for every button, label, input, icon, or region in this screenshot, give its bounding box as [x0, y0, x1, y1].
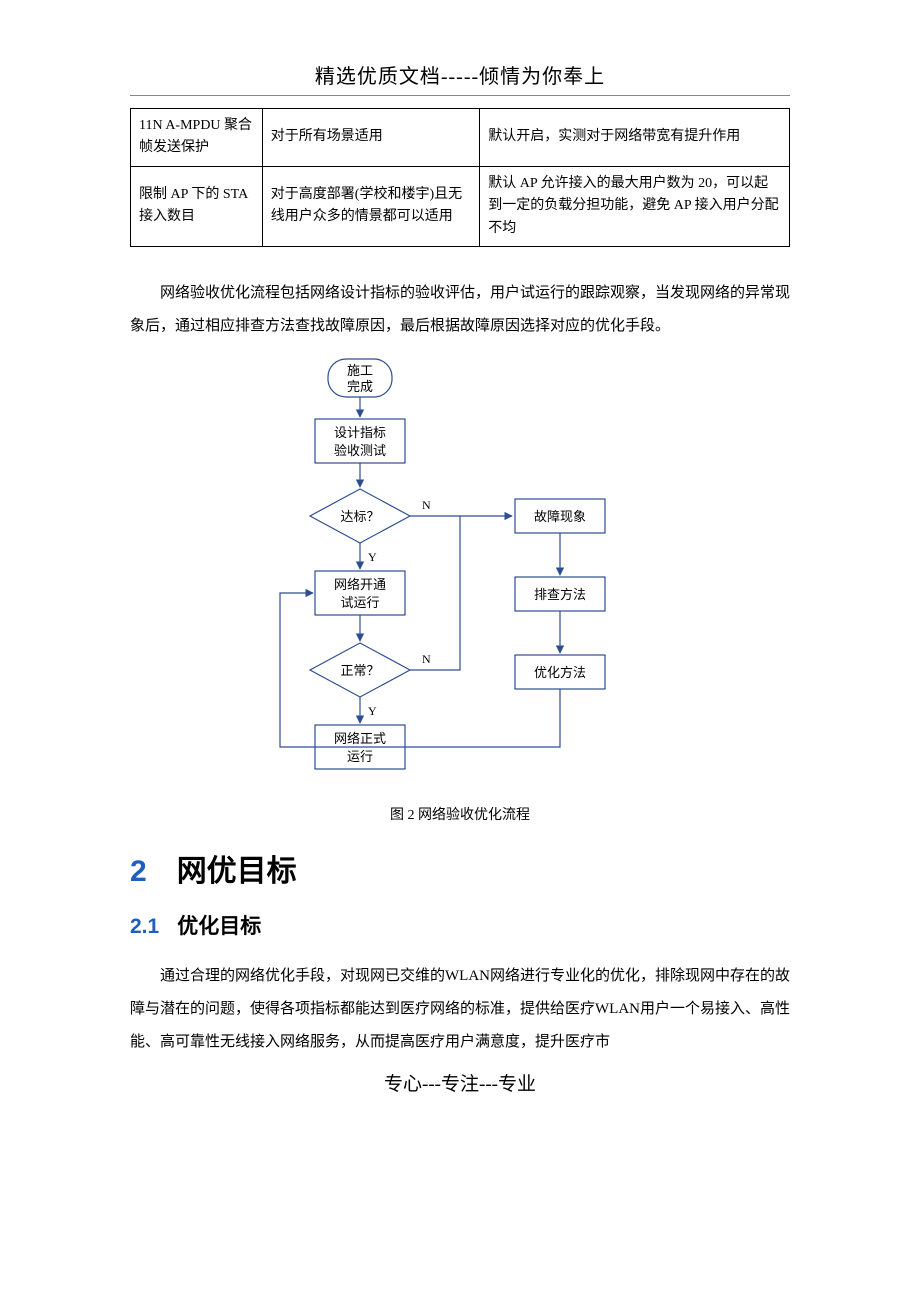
figure-caption: 图 2 网络验收优化流程	[130, 804, 790, 824]
node-run-label2: 运行	[347, 749, 373, 764]
flowchart-figure: 施工 完成 设计指标 验收测试 达标？ N Y 网络开通 试运行	[130, 353, 790, 798]
heading-2-number: 2.1	[130, 915, 159, 938]
page-container: 精选优质文档-----倾情为你奉上 11N A-MPDU 聚合帧发送保护 对于所…	[0, 0, 920, 1116]
node-verify-label2: 验收测试	[334, 443, 386, 458]
page-header: 精选优质文档-----倾情为你奉上	[130, 60, 790, 96]
edge-label-yes2: Y	[368, 704, 377, 718]
cell-scenario: 对于高度部署(学校和楼宇)且无线用户众多的情景都可以适用	[262, 166, 479, 246]
cell-scenario: 对于所有场景适用	[262, 109, 479, 167]
heading-2-text: 优化目标	[177, 915, 261, 938]
node-verify-label1: 设计指标	[334, 425, 386, 440]
edge-ok-no	[410, 516, 460, 670]
goal-paragraph: 通过合理的网络优化手段，对现网已交维的WLAN网络进行专业化的优化，排除现网中存…	[130, 960, 790, 1059]
node-start-label2: 完成	[347, 379, 373, 394]
intro-paragraph: 网络验收优化流程包括网络设计指标的验收评估，用户试运行的跟踪观察，当发现网络的异…	[130, 277, 790, 343]
cell-note: 默认 AP 允许接入的最大用户数为 20，可以起到一定的负载分担功能，避免 AP…	[480, 166, 790, 246]
node-run-label1: 网络正式	[334, 731, 386, 746]
page-footer: 专心---专注---专业	[130, 1069, 790, 1096]
flowchart-svg: 施工 完成 设计指标 验收测试 达标？ N Y 网络开通 试运行	[250, 353, 670, 793]
cell-feature: 限制 AP 下的 STA 接入数目	[131, 166, 263, 246]
heading-1-number: 2	[130, 855, 147, 888]
feature-table: 11N A-MPDU 聚合帧发送保护 对于所有场景适用 默认开启，实测对于网络带…	[130, 108, 790, 247]
cell-feature: 11N A-MPDU 聚合帧发送保护	[131, 109, 263, 167]
node-start-label1: 施工	[347, 363, 373, 378]
table-row: 限制 AP 下的 STA 接入数目 对于高度部署(学校和楼宇)且无线用户众多的情…	[131, 166, 790, 246]
cell-note: 默认开启，实测对于网络带宽有提升作用	[480, 109, 790, 167]
edge-label-no: N	[422, 498, 431, 512]
table-row: 11N A-MPDU 聚合帧发送保护 对于所有场景适用 默认开启，实测对于网络带…	[131, 109, 790, 167]
heading-2: 2.1 优化目标	[130, 910, 790, 940]
edge-label-no2: N	[422, 652, 431, 666]
node-pass-label: 达标？	[340, 509, 379, 524]
edge-label-yes: Y	[368, 550, 377, 564]
node-trial-label2: 试运行	[340, 595, 379, 610]
node-ok-label: 正常？	[340, 663, 379, 678]
heading-1: 2 网优目标	[130, 846, 790, 890]
node-trial-label1: 网络开通	[334, 577, 386, 592]
heading-1-text: 网优目标	[177, 855, 297, 888]
node-opt-label: 优化方法	[534, 665, 586, 680]
node-fault-label: 故障现象	[534, 509, 586, 524]
node-check-label: 排查方法	[534, 587, 586, 602]
